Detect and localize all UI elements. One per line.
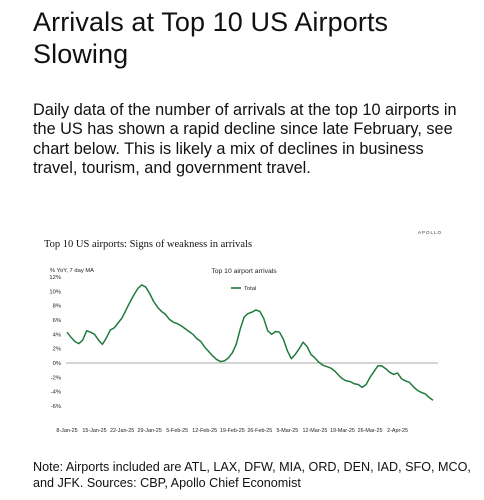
y-tick-label: 6%	[53, 318, 61, 324]
x-tick-label: 5-Feb-25	[166, 428, 188, 434]
chart-svg: Top 10 US airports: Signs of weakness in…	[44, 230, 442, 434]
x-tick-label: 19-Feb-25	[220, 428, 245, 434]
y-axis: 12% 10% 8% 6% 4% 2% 0% -2% -4% -6%	[49, 275, 61, 410]
x-tick-label: 29-Jan-25	[138, 428, 162, 434]
y-tick-label: 0%	[53, 361, 61, 367]
body-paragraph: Daily data of the number of arrivals at …	[33, 101, 457, 178]
x-tick-label: 2-Apr-25	[387, 428, 408, 434]
x-tick-label: 15-Jan-25	[82, 428, 106, 434]
headline: Arrivals at Top 10 US Airports Slowing	[33, 7, 389, 69]
x-axis: 8-Jan-25 15-Jan-25 22-Jan-25 29-Jan-25 5-Feb…	[56, 428, 408, 434]
y-tick-label: 10%	[49, 289, 61, 295]
footnote: Note: Airports included are ATL, LAX, DF…	[33, 460, 471, 490]
y-tick-label: 12%	[49, 275, 61, 281]
legend-label-total: Total	[244, 286, 256, 292]
x-tick-label: 8-Jan-25	[56, 428, 77, 434]
y-tick-label: 8%	[53, 304, 61, 310]
y-tick-label: 4%	[53, 332, 61, 338]
y-tick-label: -6%	[51, 404, 61, 410]
chart-title: Top 10 US airports: Signs of weakness in…	[44, 239, 252, 250]
x-tick-label: 22-Jan-25	[110, 428, 134, 434]
y-tick-label: -2%	[51, 375, 61, 381]
series-line-total	[66, 284, 434, 401]
x-tick-label: 19-Mar-25	[330, 428, 355, 434]
y-axis-label: % YoY, 7 day MA	[50, 268, 94, 274]
legend: Total	[231, 286, 256, 292]
x-tick-label: 26-Mar-25	[358, 428, 383, 434]
y-tick-label: 2%	[53, 347, 61, 353]
chart-subtitle: Top 10 airport arrivals	[211, 268, 277, 275]
chart: Top 10 US airports: Signs of weakness in…	[30, 225, 450, 440]
x-tick-label: 12-Feb-25	[192, 428, 217, 434]
x-tick-label: 26-Feb-25	[247, 428, 272, 434]
x-tick-label: 5-Mar-25	[276, 428, 298, 434]
y-tick-label: -4%	[51, 390, 61, 396]
brand-label: APOLLO	[418, 230, 442, 235]
x-tick-label: 12-Mar-25	[302, 428, 327, 434]
